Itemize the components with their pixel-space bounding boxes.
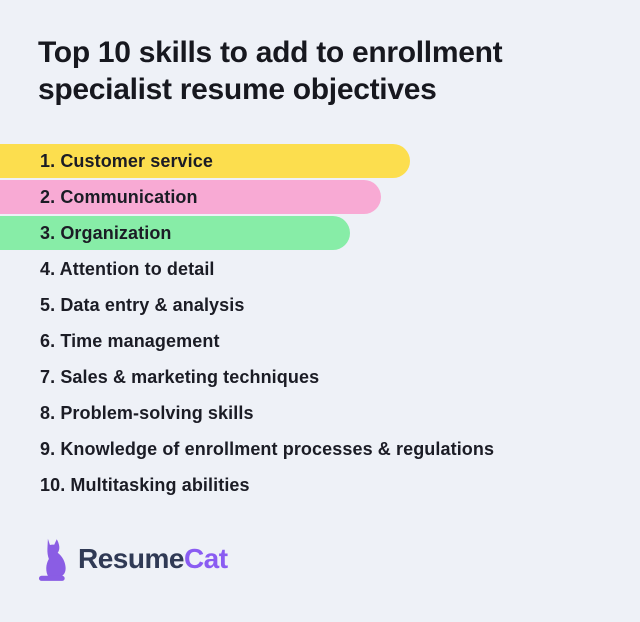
list-item: 9. Knowledge of enrollment processes & r… <box>0 431 640 467</box>
skill-label: 1. Customer service <box>40 150 213 171</box>
list-item: 8. Problem-solving skills <box>0 395 640 431</box>
list-item: 7. Sales & marketing techniques <box>0 359 640 395</box>
skill-label: 9. Knowledge of enrollment processes & r… <box>40 438 495 459</box>
page-title: Top 10 skills to add to enrollment speci… <box>38 34 618 108</box>
skill-label: 8. Problem-solving skills <box>40 402 254 423</box>
page-title-line1: Top 10 skills to add to enrollment <box>38 36 503 69</box>
list-item: 5. Data entry & analysis <box>0 287 640 323</box>
brand-prefix: Resume <box>78 543 184 574</box>
list-item: 1. Customer service <box>0 143 640 179</box>
highlight-pill <box>0 180 381 214</box>
brand-suffix: Cat <box>183 543 228 574</box>
cat-icon <box>38 536 71 582</box>
brand-wordmark: ResumeCat <box>78 536 228 582</box>
list-item: 4. Attention to detail <box>0 251 640 287</box>
skill-label: 6. Time management <box>40 330 220 351</box>
list-item: 3. Organization <box>0 215 640 251</box>
page-title-line2: specialist resume objectives <box>38 73 437 106</box>
skill-label: 10. Multitasking abilities <box>40 474 250 495</box>
highlight-pill <box>0 144 410 178</box>
skill-label: 7. Sales & marketing techniques <box>40 366 320 387</box>
list-item: 2. Communication <box>0 179 640 215</box>
list-item: 10. Multitasking abilities <box>0 467 640 503</box>
skill-label: 3. Organization <box>40 222 172 243</box>
skill-label: 5. Data entry & analysis <box>40 294 245 315</box>
skill-label: 2. Communication <box>40 186 198 207</box>
skills-list: 1. Customer service 2. Communication 3. … <box>0 143 640 503</box>
skill-label: 4. Attention to detail <box>40 258 215 279</box>
list-item: 6. Time management <box>0 323 640 359</box>
resumecat-logo: ResumeCat <box>38 536 228 582</box>
highlight-pill <box>0 216 350 250</box>
